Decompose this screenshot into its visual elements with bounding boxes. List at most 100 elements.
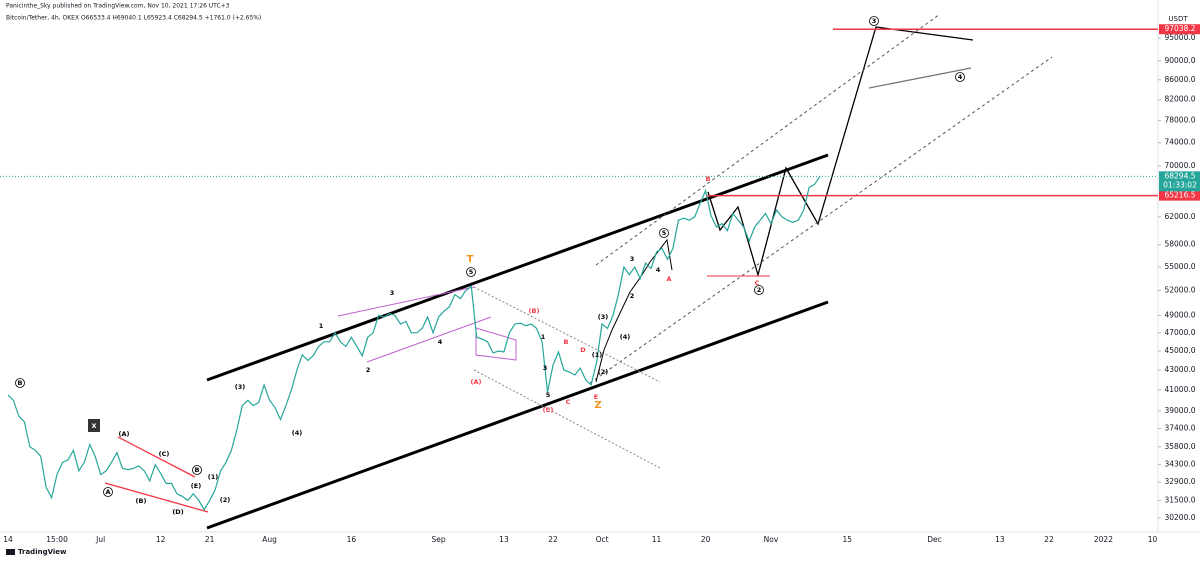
publisher-line: Panicinthe_Sky published on TradingView.… bbox=[6, 3, 230, 10]
wave-label: C bbox=[566, 398, 571, 406]
wave-label: 1 bbox=[319, 322, 324, 330]
wave-label: (D) bbox=[172, 508, 183, 516]
wave-label: B bbox=[18, 379, 23, 387]
wave-label: E bbox=[594, 393, 598, 401]
wave-label: 5 bbox=[469, 268, 474, 276]
wave-label: (4) bbox=[292, 429, 302, 437]
y-tick-label: 31500.0 bbox=[1164, 495, 1195, 504]
channel-bottom bbox=[206, 300, 829, 530]
wedge-top bbox=[337, 286, 475, 317]
y-tick-label: 32900.0 bbox=[1164, 477, 1195, 486]
wave-label: B bbox=[564, 338, 569, 346]
y-tick-label: 74000.0 bbox=[1164, 138, 1195, 147]
wave-label: 5 bbox=[662, 229, 667, 237]
wave-circle bbox=[192, 465, 202, 475]
channel-top bbox=[206, 153, 829, 382]
wave-label: 4 bbox=[958, 73, 963, 81]
x-tick-label: Sep bbox=[431, 535, 445, 544]
x-tick-label: Dec bbox=[927, 535, 942, 544]
currency: USDT bbox=[1168, 15, 1188, 23]
triangle-top bbox=[117, 436, 196, 478]
correction-channel-bottom bbox=[473, 369, 661, 469]
wave-label: (2) bbox=[598, 368, 608, 376]
y-tick-label: 45000.0 bbox=[1164, 346, 1195, 355]
wave-label: 4 bbox=[656, 266, 661, 274]
x-tick-label: Nov bbox=[764, 535, 779, 544]
price-level-label: 65216.5 bbox=[1164, 191, 1195, 200]
correction-channel-top bbox=[473, 286, 661, 383]
x-tick-label: 20 bbox=[701, 535, 711, 544]
wave-label: A bbox=[666, 275, 671, 283]
wave-label: 2 bbox=[366, 366, 371, 374]
x-tick-label: 2022 bbox=[1094, 535, 1113, 544]
wave-label: 5 bbox=[546, 391, 551, 399]
wave-label: (A) bbox=[119, 430, 130, 438]
x-tick-label: 22 bbox=[548, 535, 558, 544]
last-price-label: 68294.5 bbox=[1164, 171, 1195, 180]
wave-label: (1) bbox=[208, 473, 218, 481]
footer: TradingView bbox=[18, 548, 67, 556]
y-tick-label: 49000.0 bbox=[1164, 310, 1195, 319]
flag bbox=[475, 327, 517, 361]
x-tick-label: 13 bbox=[499, 535, 509, 544]
wave-label: (3) bbox=[235, 383, 245, 391]
x-tick-label: 15:00 bbox=[46, 535, 68, 544]
triangle-bottom bbox=[104, 482, 209, 513]
wave-circle bbox=[103, 487, 113, 497]
wave-label: 3 bbox=[630, 255, 635, 263]
wave-label: (2) bbox=[220, 496, 230, 504]
y-tick-label: 39000.0 bbox=[1164, 406, 1195, 415]
x-tick-label: Oct bbox=[596, 535, 609, 544]
wave-label: 3 bbox=[390, 289, 395, 297]
wave-label: 2 bbox=[630, 292, 635, 300]
x-tick-label: 11 bbox=[652, 535, 662, 544]
x-tick-label: Aug bbox=[262, 535, 277, 544]
impulse-path bbox=[595, 238, 673, 383]
wave-label: D bbox=[580, 346, 586, 354]
wedge-bottom bbox=[366, 316, 492, 363]
price-level-box bbox=[1159, 190, 1200, 201]
wave-label: T bbox=[467, 254, 474, 265]
wave-label: 4 bbox=[438, 338, 443, 346]
y-tick-label: 90000.0 bbox=[1164, 56, 1195, 65]
wave-circle bbox=[466, 267, 476, 277]
x-tick-label: Jul bbox=[95, 535, 105, 544]
wave-label: (E) bbox=[191, 482, 201, 490]
x-tick-label: 13 bbox=[995, 535, 1005, 544]
y-tick-label: 55000.0 bbox=[1164, 262, 1195, 271]
wave-label: (C) bbox=[159, 450, 170, 458]
y-tick-label: 62000.0 bbox=[1164, 212, 1195, 221]
x-tick-label: 22 bbox=[1044, 535, 1054, 544]
logo-mark bbox=[6, 549, 15, 555]
y-tick-label: 78000.0 bbox=[1164, 116, 1195, 125]
y-tick-label: 37400.0 bbox=[1164, 423, 1195, 432]
symbol-line: Bitcoin/Tether, 4h, OKEX O66533.4 H69040… bbox=[6, 15, 261, 22]
wave-label: A bbox=[105, 488, 110, 496]
wave-label: (1) bbox=[592, 351, 602, 359]
y-tick-label: 30200.0 bbox=[1164, 513, 1195, 522]
wave-label: B bbox=[706, 175, 711, 183]
y-tick-label: 58000.0 bbox=[1164, 240, 1195, 249]
dashed-channel-top bbox=[595, 13, 941, 266]
wave-circle bbox=[659, 228, 669, 238]
wave-label: B bbox=[195, 466, 200, 474]
y-tick-label: 41000.0 bbox=[1164, 385, 1195, 394]
last-price-box bbox=[1159, 171, 1200, 192]
x-tick-label: 16 bbox=[347, 535, 357, 544]
y-tick-label: 43000.0 bbox=[1164, 365, 1195, 374]
y-tick-label: 82000.0 bbox=[1164, 95, 1195, 104]
price-line bbox=[7, 175, 821, 511]
wave-label: (4) bbox=[620, 333, 630, 341]
wave-label: C bbox=[755, 279, 760, 287]
wave-label: 1 bbox=[541, 333, 546, 341]
y-tick-label: 95000.0 bbox=[1164, 33, 1195, 42]
wave-label: (3) bbox=[598, 313, 608, 321]
y-tick-label: 47000.0 bbox=[1164, 328, 1195, 337]
wave-label: X bbox=[91, 422, 96, 430]
wave-label: Z bbox=[594, 400, 601, 411]
y-tick-label: 70000.0 bbox=[1164, 161, 1195, 170]
x-tick-label: 10 bbox=[1148, 535, 1158, 544]
x-tick-label: 12 bbox=[156, 535, 166, 544]
wave-circle bbox=[754, 285, 764, 295]
